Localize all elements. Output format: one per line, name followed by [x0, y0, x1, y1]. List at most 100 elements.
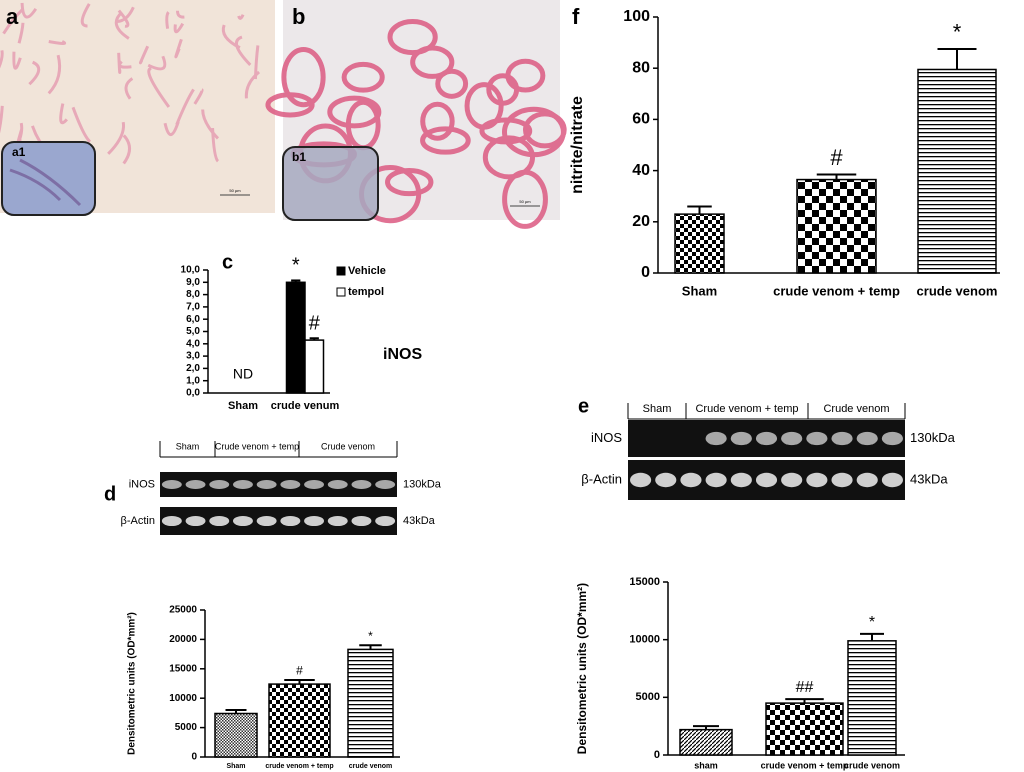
panel-letter: a	[6, 4, 19, 29]
x-tick-label: sham	[694, 760, 718, 770]
blot-band	[705, 431, 727, 446]
blot-band	[630, 472, 652, 488]
blot-band	[185, 515, 206, 527]
y-tick-label: 60	[632, 111, 650, 128]
blot-band	[806, 472, 828, 488]
panel-letter: b	[292, 4, 305, 29]
group-label: Crude venom + temp	[695, 403, 798, 415]
y-tick-label: 8,0	[186, 289, 200, 300]
blot-band	[755, 431, 778, 446]
group-label: Crude venom	[321, 441, 375, 451]
alveolus	[327, 95, 382, 129]
annotation: #	[830, 145, 843, 170]
y-tick-label: 40	[632, 162, 650, 179]
y-tick-label: 5000	[636, 691, 660, 703]
tissue	[237, 14, 245, 20]
blot-band	[730, 472, 752, 488]
blot-band	[375, 480, 396, 489]
blot-band	[781, 431, 803, 446]
y-tick-label: 9,0	[186, 277, 200, 288]
y-axis-label: Densitometric units (OD*mm²)	[127, 612, 138, 755]
y-tick-label: 5000	[175, 722, 198, 733]
tissue	[59, 103, 68, 125]
tissue	[193, 88, 204, 105]
tissue	[80, 3, 91, 28]
annotation: ##	[796, 679, 814, 696]
bar	[674, 213, 725, 274]
scale-bar-label: 50 µm	[229, 188, 241, 193]
bar	[268, 683, 331, 758]
blot-band	[655, 472, 677, 488]
blot-band	[161, 515, 182, 527]
tissue	[244, 70, 261, 99]
group-label: Sham	[176, 441, 200, 451]
bar	[796, 178, 877, 274]
bar	[765, 702, 844, 756]
alveolus	[385, 168, 434, 197]
size-label: 130kDa	[910, 430, 956, 445]
annotation: ND	[233, 366, 253, 382]
tissue	[107, 121, 126, 155]
row-label: iNOS	[129, 478, 155, 490]
size-label: 43kDa	[403, 515, 436, 527]
blot-band	[304, 515, 325, 527]
x-tick-label: crude venom + temp	[265, 763, 333, 770]
inset-b1	[282, 146, 379, 221]
y-tick-label: 80	[632, 59, 650, 76]
blot-band	[209, 515, 230, 527]
tissue	[28, 60, 41, 86]
error-bar	[816, 173, 857, 180]
error-bar	[309, 337, 319, 341]
x-tick-label: crude venom	[349, 763, 393, 770]
y-axis-label: Densitometric units (OD*mm²)	[575, 583, 589, 754]
tissue	[138, 45, 150, 65]
bar	[679, 728, 733, 756]
x-tick-label: Sham	[226, 763, 245, 770]
blot-band	[375, 515, 396, 527]
tissue	[147, 66, 171, 108]
y-tick-label: 5,0	[186, 326, 200, 337]
group-label: Crude venom + temp	[215, 441, 299, 451]
row-label: iNOS	[591, 430, 622, 445]
x-tick-label: crude venum	[271, 400, 340, 412]
blot-band	[161, 480, 182, 489]
legend-label: Vehicle	[348, 265, 386, 277]
y-tick-label: 0,0	[186, 388, 200, 399]
blot-band	[280, 480, 301, 489]
histology-b: b1 50 µm b	[265, 0, 567, 229]
scale-bar-label: 50 µm	[519, 199, 531, 204]
y-tick-label: 15000	[629, 576, 660, 588]
alveolus	[435, 68, 469, 99]
blot-band	[806, 431, 828, 446]
tissue	[117, 52, 122, 74]
blot-band	[831, 431, 853, 446]
y-tick-label: 10000	[629, 634, 660, 646]
alveolus	[265, 92, 315, 118]
error-bar	[225, 708, 247, 714]
blot-band	[351, 515, 372, 527]
blot-band	[327, 515, 348, 527]
bar	[847, 640, 897, 756]
annotation: *	[368, 629, 373, 643]
tissue	[163, 121, 180, 137]
y-tick-label: 10000	[169, 693, 197, 704]
y-tick-label: 20000	[169, 634, 197, 645]
tissue	[221, 24, 241, 50]
alveolus	[482, 135, 536, 180]
y-tick-label: 6,0	[186, 314, 200, 325]
y-tick-label: 2,0	[186, 363, 200, 374]
tissue	[175, 88, 195, 126]
tissue	[165, 11, 170, 29]
size-label: 130kDa	[403, 478, 442, 490]
error-bar	[359, 644, 382, 650]
tissue	[176, 10, 185, 19]
bar	[285, 281, 306, 394]
blot-band	[680, 472, 702, 488]
size-label: 43kDa	[910, 471, 948, 486]
legend-label: tempol	[348, 286, 384, 298]
blot-band	[705, 472, 727, 488]
x-tick-label: Sham	[228, 400, 258, 412]
tissue	[147, 55, 167, 71]
y-tick-label: 4,0	[186, 338, 200, 349]
alveolus	[505, 58, 546, 93]
